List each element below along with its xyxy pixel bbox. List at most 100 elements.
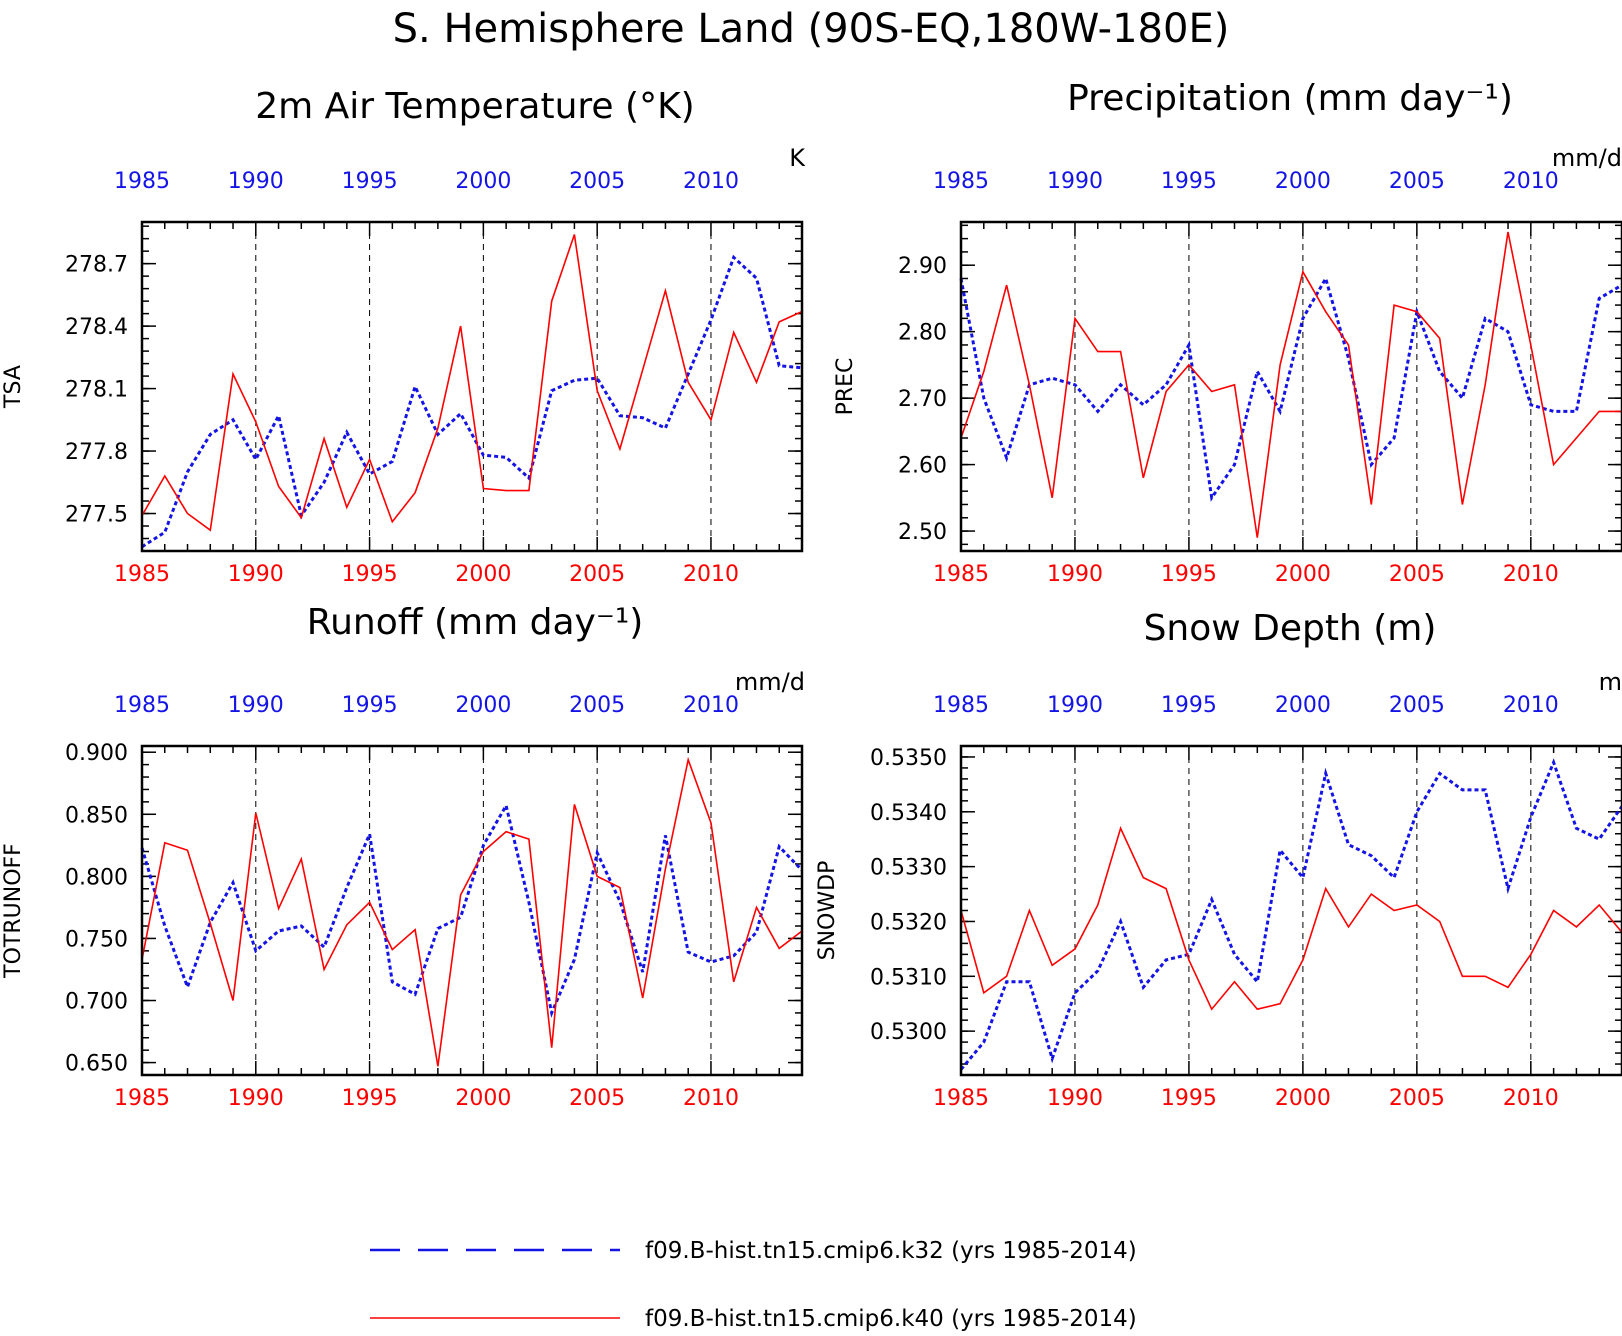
y-tick-label: 2.90 bbox=[898, 254, 947, 279]
legend-label-k32: f09.B-hist.tn15.cmip6.k32 (yrs 1985-2014… bbox=[645, 1238, 1137, 1264]
x-tick-label-top: 2000 bbox=[455, 693, 511, 718]
y-tick-label: 0.850 bbox=[65, 803, 128, 828]
panel-title: Snow Depth (m) bbox=[1144, 608, 1437, 649]
x-tick-label-top: 2010 bbox=[1503, 169, 1559, 194]
x-tick-label-bottom: 2000 bbox=[455, 562, 511, 587]
y-axis-label: SNOWDP bbox=[815, 861, 840, 961]
y-tick-label: 2.50 bbox=[898, 520, 947, 545]
units-label: mm/d bbox=[735, 668, 805, 696]
x-tick-label-top: 1995 bbox=[342, 693, 398, 718]
y-tick-label: 2.80 bbox=[898, 321, 947, 346]
x-tick-label-bottom: 1995 bbox=[342, 562, 398, 587]
x-tick-label-bottom: 1985 bbox=[114, 562, 170, 587]
x-tick-label-bottom: 2005 bbox=[1389, 1086, 1445, 1111]
y-tick-label: 0.5350 bbox=[870, 746, 947, 771]
x-tick-label-top: 1990 bbox=[228, 693, 284, 718]
series-line-k32 bbox=[959, 758, 1622, 1071]
panel-tsa: 2m Air Temperature (°K) K TSA 1985 1985 1990 1… bbox=[1, 86, 806, 587]
y-axis-label: TSA bbox=[1, 365, 26, 409]
x-tick-label-top: 1985 bbox=[114, 693, 170, 718]
x-tick-label-top: 1990 bbox=[1047, 693, 1103, 718]
x-tick-label-top: 1995 bbox=[1161, 169, 1217, 194]
x-tick-label-bottom: 2000 bbox=[1275, 562, 1331, 587]
x-tick-label-top: 2005 bbox=[569, 169, 625, 194]
legend: f09.B-hist.tn15.cmip6.k32 (yrs 1985-2014… bbox=[370, 1238, 1137, 1332]
x-tick-label-bottom: 2005 bbox=[569, 562, 625, 587]
x-tick-label-top: 1985 bbox=[933, 169, 989, 194]
page-title: S. Hemisphere Land (90S-EQ,180W-180E) bbox=[393, 6, 1230, 52]
x-tick-label-top: 1995 bbox=[1161, 693, 1217, 718]
series-line-k40 bbox=[960, 231, 1622, 538]
y-tick-label: 0.5320 bbox=[870, 910, 947, 935]
series-line-k40 bbox=[141, 756, 803, 1067]
y-tick-label: 0.750 bbox=[65, 927, 128, 952]
x-tick-label-bottom: 2010 bbox=[1503, 1086, 1559, 1111]
plot-frame bbox=[959, 744, 1622, 1077]
y-tick-label: 0.5300 bbox=[870, 1020, 947, 1045]
chart-panels: 2m Air Temperature (°K) K TSA 1985 1985 1990 1… bbox=[1, 78, 1622, 1111]
y-tick-label: 2.60 bbox=[898, 454, 947, 479]
panel-title: 2m Air Temperature (°K) bbox=[255, 86, 694, 127]
y-axis-label: PREC bbox=[833, 358, 858, 416]
units-label: K bbox=[789, 144, 806, 172]
units-label: m bbox=[1599, 668, 1622, 696]
x-tick-label-bottom: 1985 bbox=[933, 1086, 989, 1111]
y-tick-label: 2.70 bbox=[898, 387, 947, 412]
panel-snowdp: Snow Depth (m) m SNOWDP 1985 1985 1990 1990 199… bbox=[815, 608, 1622, 1111]
x-tick-label-top: 1990 bbox=[228, 169, 284, 194]
y-axis-label: TOTRUNOFF bbox=[1, 843, 26, 979]
x-tick-label-top: 2000 bbox=[1275, 169, 1331, 194]
x-tick-label-bottom: 2005 bbox=[569, 1086, 625, 1111]
series-line-k40 bbox=[960, 826, 1622, 1011]
panel-totrunoff: Runoff (mm day⁻¹) mm/d TOTRUNOFF 1985 1985 19… bbox=[1, 602, 805, 1111]
series-line-k40 bbox=[141, 234, 803, 532]
series-line-k32 bbox=[141, 254, 803, 549]
x-tick-label-bottom: 1985 bbox=[933, 562, 989, 587]
x-tick-label-top: 1985 bbox=[933, 693, 989, 718]
panel-title: Runoff (mm day⁻¹) bbox=[307, 602, 644, 643]
x-tick-label-bottom: 1995 bbox=[1161, 1086, 1217, 1111]
x-tick-label-bottom: 1990 bbox=[228, 1086, 284, 1111]
x-tick-label-bottom: 1995 bbox=[1161, 562, 1217, 587]
x-tick-label-bottom: 2010 bbox=[1503, 562, 1559, 587]
plot-frame bbox=[140, 220, 804, 553]
y-tick-label: 0.800 bbox=[65, 865, 128, 890]
plot-frame bbox=[140, 744, 804, 1077]
x-tick-label-top: 2005 bbox=[569, 693, 625, 718]
y-tick-label: 0.650 bbox=[65, 1052, 128, 1077]
panel-prec: Precipitation (mm day⁻¹) mm/d PREC 1985 1985… bbox=[833, 78, 1622, 587]
x-tick-label-top: 2010 bbox=[683, 169, 739, 194]
x-tick-label-bottom: 2000 bbox=[455, 1086, 511, 1111]
x-tick-label-top: 2000 bbox=[455, 169, 511, 194]
x-tick-label-bottom: 2000 bbox=[1275, 1086, 1331, 1111]
x-tick-label-top: 1990 bbox=[1047, 169, 1103, 194]
series-line-k32 bbox=[140, 801, 804, 1018]
series-line-k32 bbox=[959, 274, 1622, 502]
x-tick-label-top: 2010 bbox=[683, 693, 739, 718]
y-tick-label: 277.5 bbox=[65, 503, 128, 528]
x-tick-label-top: 2005 bbox=[1389, 169, 1445, 194]
x-tick-label-top: 1995 bbox=[342, 169, 398, 194]
y-tick-label: 0.5340 bbox=[870, 801, 947, 826]
y-tick-label: 0.5310 bbox=[870, 965, 947, 990]
plot-frame bbox=[959, 220, 1622, 553]
x-tick-label-top: 2010 bbox=[1503, 693, 1559, 718]
x-tick-label-top: 1985 bbox=[114, 169, 170, 194]
y-tick-label: 278.1 bbox=[65, 378, 128, 403]
x-tick-label-bottom: 2005 bbox=[1389, 562, 1445, 587]
y-tick-label: 0.5330 bbox=[870, 856, 947, 881]
y-tick-label: 277.8 bbox=[65, 440, 128, 465]
x-tick-label-bottom: 1990 bbox=[1047, 1086, 1103, 1111]
legend-label-k40: f09.B-hist.tn15.cmip6.k40 (yrs 1985-2014… bbox=[645, 1306, 1137, 1332]
x-tick-label-bottom: 1990 bbox=[1047, 562, 1103, 587]
units-label: mm/d bbox=[1552, 144, 1622, 172]
panel-title: Precipitation (mm day⁻¹) bbox=[1067, 78, 1513, 119]
x-tick-label-bottom: 1985 bbox=[114, 1086, 170, 1111]
x-tick-label-bottom: 1990 bbox=[228, 562, 284, 587]
y-tick-label: 0.900 bbox=[65, 741, 128, 766]
y-tick-label: 278.4 bbox=[65, 315, 128, 340]
y-tick-label: 0.700 bbox=[65, 990, 128, 1015]
x-tick-label-bottom: 2010 bbox=[683, 562, 739, 587]
